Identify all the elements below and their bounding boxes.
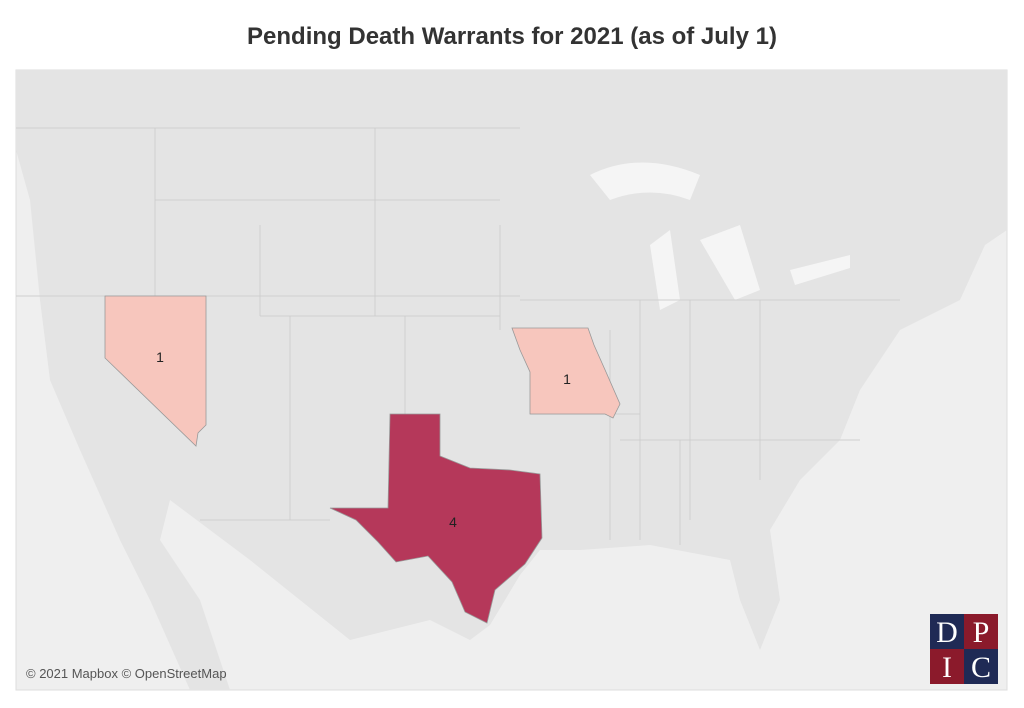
logo-cell bbox=[964, 649, 998, 684]
logo-cell bbox=[930, 614, 964, 649]
region-value-label: 4 bbox=[449, 514, 457, 530]
region bbox=[511, 327, 621, 419]
region-value-label: 1 bbox=[563, 371, 571, 387]
basemap bbox=[15, 69, 1008, 691]
choropleth: 1 1 4 bbox=[104, 295, 621, 624]
logo-letter: D bbox=[936, 616, 958, 649]
region bbox=[104, 295, 207, 447]
logo-cell bbox=[930, 649, 964, 684]
logo-cell bbox=[964, 614, 998, 649]
logo-letter: I bbox=[942, 651, 952, 684]
attribution: © 2021 Mapbox © OpenStreetMap bbox=[26, 666, 227, 681]
map-title: Pending Death Warrants for 2021 (as of J… bbox=[247, 23, 777, 50]
region-value-label: 1 bbox=[156, 349, 164, 365]
logo: D P I C bbox=[930, 614, 998, 684]
region bbox=[329, 413, 543, 624]
logo-letter: C bbox=[971, 651, 991, 684]
logo-letter: P bbox=[973, 616, 990, 649]
